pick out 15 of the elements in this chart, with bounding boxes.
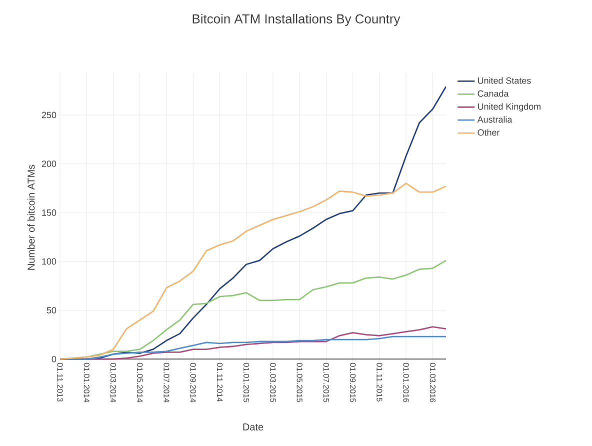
legend-label: Canada	[478, 90, 509, 97]
y-tick-label: 200	[42, 160, 56, 167]
legend-label: Australia	[477, 116, 512, 123]
y-tick-label: 250	[42, 112, 56, 118]
chart-title: Bitcoin ATM Installations By Country	[192, 14, 400, 26]
y-tick-label: 50	[46, 307, 56, 314]
y-tick-label: 150	[42, 209, 56, 216]
x-axis-title: Date	[243, 424, 264, 430]
legend-label: United Kingdom	[478, 103, 540, 112]
y-axis-title: Number of bitcoin ATMs	[27, 164, 35, 270]
legend-label: United States	[478, 77, 531, 84]
legend-label: Other	[478, 129, 500, 136]
line-series	[60, 182, 446, 360]
y-tick-label: 100	[42, 258, 56, 265]
y-tick-label: 0	[52, 356, 56, 362]
